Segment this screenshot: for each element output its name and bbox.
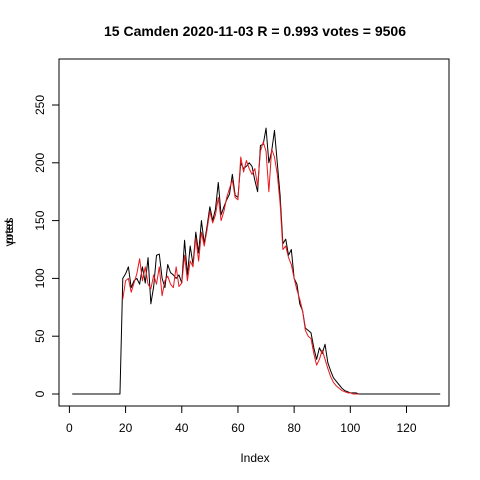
- y-tick-label: 200: [33, 152, 47, 172]
- y-tick-label: 150: [33, 210, 47, 230]
- y-tick-label: 250: [33, 95, 47, 115]
- y-axis-label-votes: votes: [2, 218, 16, 247]
- series-line-pred: [122, 141, 359, 395]
- x-tick-label: 60: [231, 421, 245, 435]
- y-tick-label: 100: [33, 268, 47, 288]
- x-tick-label: 20: [119, 421, 133, 435]
- series-line-votes: [72, 127, 441, 395]
- x-tick-label: 100: [340, 421, 360, 435]
- x-tick-label: 0: [66, 421, 73, 435]
- x-axis-label: Index: [240, 451, 269, 465]
- y-tick-label: 0: [33, 390, 47, 397]
- x-axis: 0 20 40 60 80 100 120: [66, 405, 417, 435]
- x-tick-label: 40: [175, 421, 189, 435]
- y-axis-label-pred: pred: [2, 220, 16, 244]
- x-tick-label: 120: [396, 421, 416, 435]
- chart-title: 15 Camden 2020-11-03 R = 0.993 votes = 9…: [104, 23, 406, 39]
- y-axis: 0 50 100 150 200 250: [33, 95, 60, 397]
- series-layer: [72, 127, 441, 395]
- y-axis-labels: votes pred: [2, 218, 16, 247]
- y-tick-label: 50: [33, 329, 47, 343]
- x-tick-label: 80: [287, 421, 301, 435]
